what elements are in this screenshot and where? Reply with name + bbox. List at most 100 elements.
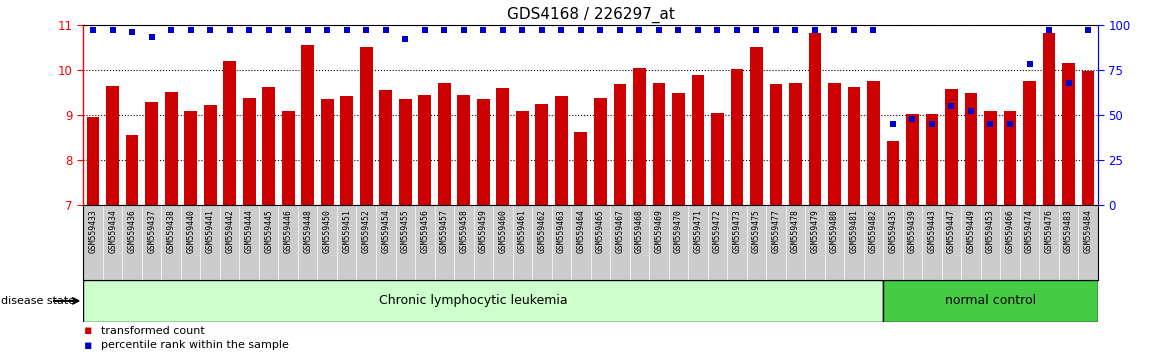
- Bar: [848, 87, 860, 205]
- Point: [103, 27, 122, 33]
- Bar: [1042, 33, 1055, 205]
- Bar: [457, 95, 470, 205]
- Point: [142, 35, 161, 40]
- Text: GSM559435: GSM559435: [888, 209, 897, 253]
- Point: [806, 27, 824, 33]
- Point: [610, 27, 629, 33]
- Text: GSM559462: GSM559462: [537, 209, 547, 253]
- Bar: [691, 75, 704, 205]
- Text: GSM559469: GSM559469: [654, 209, 664, 253]
- Text: GSM559468: GSM559468: [635, 209, 644, 253]
- Point: [767, 27, 785, 33]
- Bar: [808, 33, 821, 205]
- Point: [630, 27, 648, 33]
- Text: GSM559466: GSM559466: [1005, 209, 1014, 253]
- Text: GSM559474: GSM559474: [1025, 209, 1034, 253]
- Text: GSM559449: GSM559449: [967, 209, 975, 253]
- Text: GSM559447: GSM559447: [947, 209, 957, 253]
- Point: [864, 27, 882, 33]
- Bar: [1082, 71, 1094, 205]
- Bar: [535, 104, 548, 205]
- Bar: [867, 81, 880, 205]
- Bar: [243, 98, 256, 205]
- Text: GSM559463: GSM559463: [557, 209, 566, 253]
- Bar: [398, 99, 411, 205]
- Text: GSM559467: GSM559467: [615, 209, 624, 253]
- Text: disease state: disease state: [1, 296, 75, 306]
- Point: [826, 27, 844, 33]
- Point: [396, 36, 415, 42]
- Point: [318, 27, 337, 33]
- Point: [123, 29, 141, 35]
- Bar: [204, 105, 217, 205]
- Text: GSM559472: GSM559472: [713, 209, 721, 253]
- Point: [689, 27, 708, 33]
- Point: [299, 27, 317, 33]
- Text: GSM559479: GSM559479: [811, 209, 820, 253]
- Bar: [1004, 112, 1017, 205]
- Point: [844, 27, 863, 33]
- Point: [727, 27, 746, 33]
- Bar: [87, 117, 100, 205]
- Text: GSM559458: GSM559458: [460, 209, 468, 253]
- Text: GSM559481: GSM559481: [850, 209, 858, 253]
- Bar: [828, 82, 841, 205]
- Text: Chronic lymphocytic leukemia: Chronic lymphocytic leukemia: [379, 295, 567, 307]
- Text: GSM559480: GSM559480: [830, 209, 838, 253]
- FancyBboxPatch shape: [83, 280, 884, 322]
- Text: GSM559477: GSM559477: [771, 209, 780, 253]
- Text: GSM559452: GSM559452: [361, 209, 371, 253]
- Text: GSM559448: GSM559448: [303, 209, 313, 253]
- Text: GSM559473: GSM559473: [732, 209, 741, 253]
- Point: [182, 27, 200, 33]
- Bar: [711, 113, 724, 205]
- Text: GSM559454: GSM559454: [381, 209, 390, 253]
- Bar: [223, 61, 236, 205]
- Bar: [301, 45, 314, 205]
- Bar: [633, 68, 646, 205]
- Bar: [321, 99, 334, 205]
- Point: [240, 27, 258, 33]
- Bar: [340, 96, 353, 205]
- Bar: [652, 84, 665, 205]
- Text: GSM559465: GSM559465: [596, 209, 604, 253]
- Point: [337, 27, 356, 33]
- Text: GSM559439: GSM559439: [908, 209, 917, 253]
- Point: [513, 27, 532, 33]
- Text: GSM559451: GSM559451: [343, 209, 351, 253]
- Bar: [184, 112, 197, 205]
- Point: [200, 27, 219, 33]
- Bar: [731, 69, 743, 205]
- Text: GSM559446: GSM559446: [284, 209, 293, 253]
- Point: [220, 27, 239, 33]
- Point: [533, 27, 551, 33]
- Text: GSM559444: GSM559444: [244, 209, 254, 253]
- Text: percentile rank within the sample: percentile rank within the sample: [101, 340, 288, 350]
- Bar: [497, 88, 510, 205]
- Point: [416, 27, 434, 33]
- Point: [1020, 62, 1039, 67]
- Point: [572, 27, 591, 33]
- Text: GSM559453: GSM559453: [985, 209, 995, 253]
- Text: GSM559484: GSM559484: [1084, 209, 1092, 253]
- Bar: [126, 135, 139, 205]
- Text: GSM559443: GSM559443: [928, 209, 937, 253]
- Bar: [438, 84, 450, 205]
- Bar: [965, 93, 977, 205]
- Bar: [945, 89, 958, 205]
- Text: GSM559436: GSM559436: [127, 209, 137, 253]
- Point: [83, 27, 102, 33]
- Bar: [263, 87, 276, 205]
- Bar: [418, 95, 431, 205]
- Point: [981, 121, 999, 127]
- Bar: [107, 86, 119, 205]
- Text: GSM559464: GSM559464: [577, 209, 585, 253]
- Point: [961, 109, 980, 114]
- Text: GSM559461: GSM559461: [518, 209, 527, 253]
- Point: [669, 27, 688, 33]
- Text: GSM559455: GSM559455: [401, 209, 410, 253]
- Point: [708, 27, 727, 33]
- Point: [376, 27, 395, 33]
- Text: GSM559471: GSM559471: [694, 209, 703, 253]
- Bar: [555, 96, 567, 205]
